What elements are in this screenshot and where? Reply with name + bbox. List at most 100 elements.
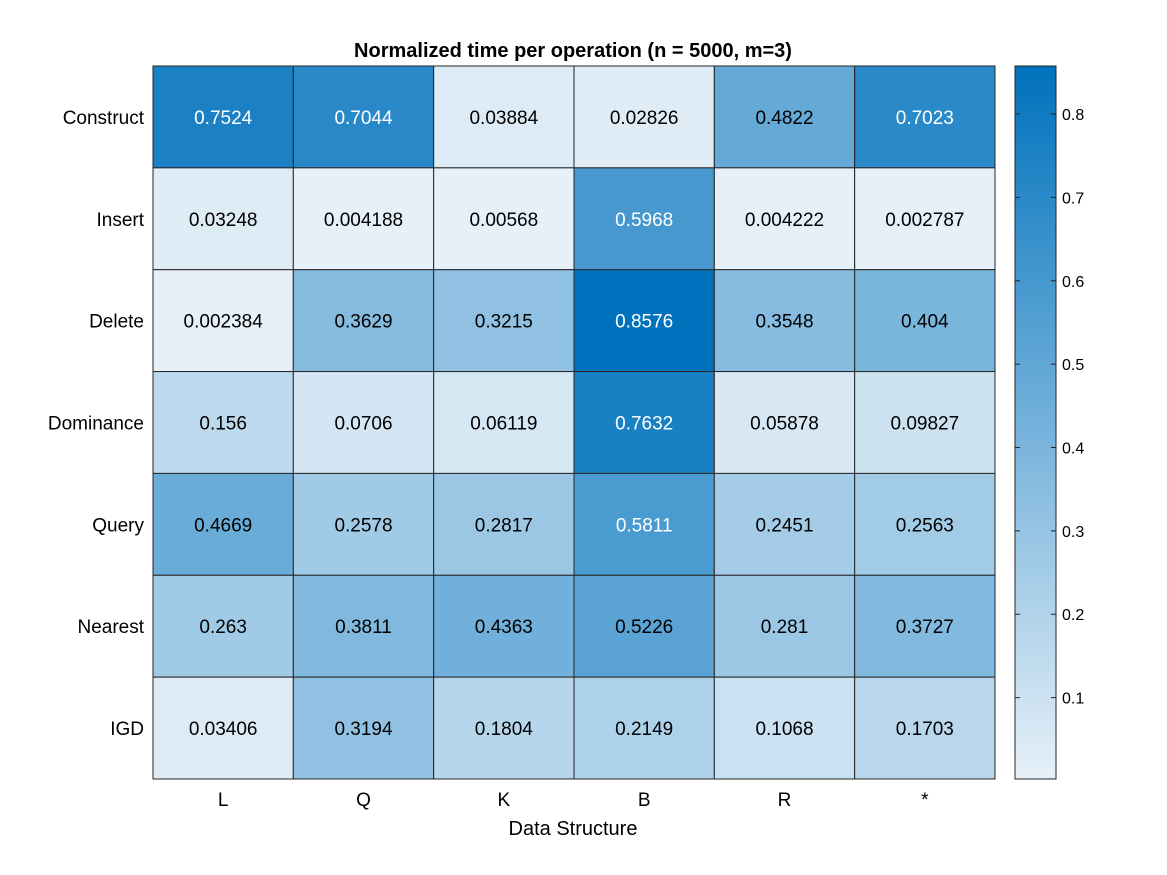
heatmap-cell (573, 167, 715, 271)
cell-value-label: 0.3629 (334, 312, 392, 333)
cell-value-label: 0.2451 (755, 515, 813, 536)
colorbar-tick-label: 0.3 (1062, 524, 1084, 541)
heatmap-cell (152, 371, 294, 474)
colorbar-tick-label: 0.2 (1062, 607, 1084, 624)
cell-value-label: 0.03884 (469, 108, 538, 129)
x-tick-label: L (218, 790, 229, 811)
x-tick-label: R (778, 790, 792, 811)
heatmap-cell (573, 574, 715, 678)
cell-value-label: 0.7632 (615, 414, 673, 435)
cell-value-label: 0.3811 (335, 617, 392, 638)
cell-value-label: 0.7044 (334, 108, 393, 129)
cell-value-label: 0.0706 (334, 414, 392, 435)
x-tick-label: K (497, 790, 510, 811)
heatmap-cell (433, 574, 575, 678)
heatmap-cell (713, 676, 856, 780)
heatmap-cells: 0.7524 0.7044 0.03884 0.02826 0.4822 0.7023 0.… (152, 65, 996, 780)
cell-value-label: 0.03248 (189, 210, 258, 231)
cell-value-label: 0.1804 (475, 719, 534, 740)
cell-value-label: 0.263 (199, 617, 247, 638)
heatmap-cell (713, 65, 856, 169)
cell-value-label: 0.004188 (324, 210, 403, 231)
x-tick-label: * (921, 790, 929, 811)
cell-value-label: 0.404 (901, 312, 949, 333)
colorbar-tick-label: 0.8 (1062, 107, 1084, 124)
cell-value-label: 0.2817 (475, 515, 533, 536)
heatmap-cell (292, 472, 435, 576)
heatmap-cell (152, 269, 294, 373)
heatmap-cell (573, 65, 715, 169)
cell-value-label: 0.05878 (750, 414, 819, 435)
colorbar: 0.1 0.2 0.3 0.4 0.5 0.6 0.7 0.8 (1014, 65, 1084, 780)
colorbar-tick-label: 0.6 (1062, 274, 1084, 291)
x-axis-label: Data Structure (509, 818, 638, 840)
heatmap-cell (854, 167, 996, 271)
cell-value-label: 0.7524 (194, 108, 253, 129)
cell-value-label: 0.5226 (615, 617, 673, 638)
heatmap-cell (152, 472, 294, 576)
heatmap-cell (854, 676, 996, 780)
cell-value-label: 0.1703 (896, 719, 954, 740)
heatmap-cell (433, 167, 575, 271)
heatmap-cell (292, 574, 435, 678)
cell-value-label: 0.3727 (896, 617, 954, 638)
y-tick-label: Nearest (77, 617, 144, 638)
cell-value-label: 0.002384 (184, 312, 264, 333)
cell-value-label: 0.4669 (194, 515, 252, 536)
heatmap-cell (292, 269, 435, 373)
y-tick-label: Construct (63, 108, 145, 129)
y-tick-label: Insert (96, 210, 144, 231)
heatmap-cell (854, 371, 996, 474)
heatmap-cell (433, 371, 575, 474)
colorbar-tick-label: 0.5 (1062, 357, 1084, 374)
cell-value-label: 0.5968 (615, 210, 673, 231)
cell-value-label: 0.2578 (334, 515, 392, 536)
cell-value-label: 0.5811 (616, 515, 673, 536)
cell-value-label: 0.3548 (755, 312, 813, 333)
heatmap-cell (433, 65, 575, 169)
cell-value-label: 0.03406 (189, 719, 258, 740)
cell-value-label: 0.002787 (885, 210, 964, 231)
colorbar-tick-label: 0.4 (1062, 441, 1084, 458)
colorbar-tick-label: 0.1 (1062, 691, 1084, 708)
x-axis-tick-labels: L Q K B R * (218, 790, 929, 811)
heatmap-cell (573, 676, 715, 780)
heatmap-cell (573, 371, 715, 474)
heatmap-cell (152, 676, 294, 780)
cell-value-label: 0.1068 (755, 719, 813, 740)
heatmap-cell (854, 472, 996, 576)
heatmap-cell (854, 269, 996, 373)
colorbar-gradient (1014, 65, 1057, 780)
cell-value-label: 0.06119 (470, 414, 537, 435)
y-axis-tick-labels: Construct Insert Delete Dominance Query Neare… (48, 108, 145, 740)
heatmap-cell (713, 269, 856, 373)
cell-value-label: 0.02826 (610, 108, 679, 129)
cell-value-label: 0.156 (199, 414, 247, 435)
cell-value-label: 0.3215 (475, 312, 533, 333)
y-tick-label: IGD (110, 719, 144, 740)
cell-value-label: 0.2563 (896, 515, 954, 536)
heatmap-cell (713, 574, 856, 678)
colorbar-tick-label: 0.7 (1062, 190, 1084, 207)
cell-value-label: 0.7023 (896, 108, 954, 129)
cell-value-label: 0.8576 (615, 312, 673, 333)
cell-value-label: 0.00568 (469, 210, 538, 231)
heatmap-cell (713, 167, 856, 271)
x-tick-label: B (638, 790, 651, 811)
heatmap-cell (854, 65, 996, 169)
cell-value-label: 0.004222 (745, 210, 824, 231)
y-tick-label: Query (92, 515, 144, 536)
heatmap-cell (292, 167, 435, 271)
cell-value-label: 0.09827 (890, 414, 959, 435)
chart-title: Normalized time per operation (n = 5000,… (354, 40, 792, 62)
y-tick-label: Delete (89, 312, 144, 333)
heatmap-cell (433, 676, 575, 780)
heatmap-cell (433, 472, 575, 576)
heatmap-cell (152, 167, 294, 271)
cell-value-label: 0.2149 (615, 719, 673, 740)
heatmap-cell (573, 472, 715, 576)
heatmap-cell (854, 574, 996, 678)
cell-value-label: 0.3194 (334, 719, 393, 740)
y-tick-label: Dominance (48, 414, 144, 435)
